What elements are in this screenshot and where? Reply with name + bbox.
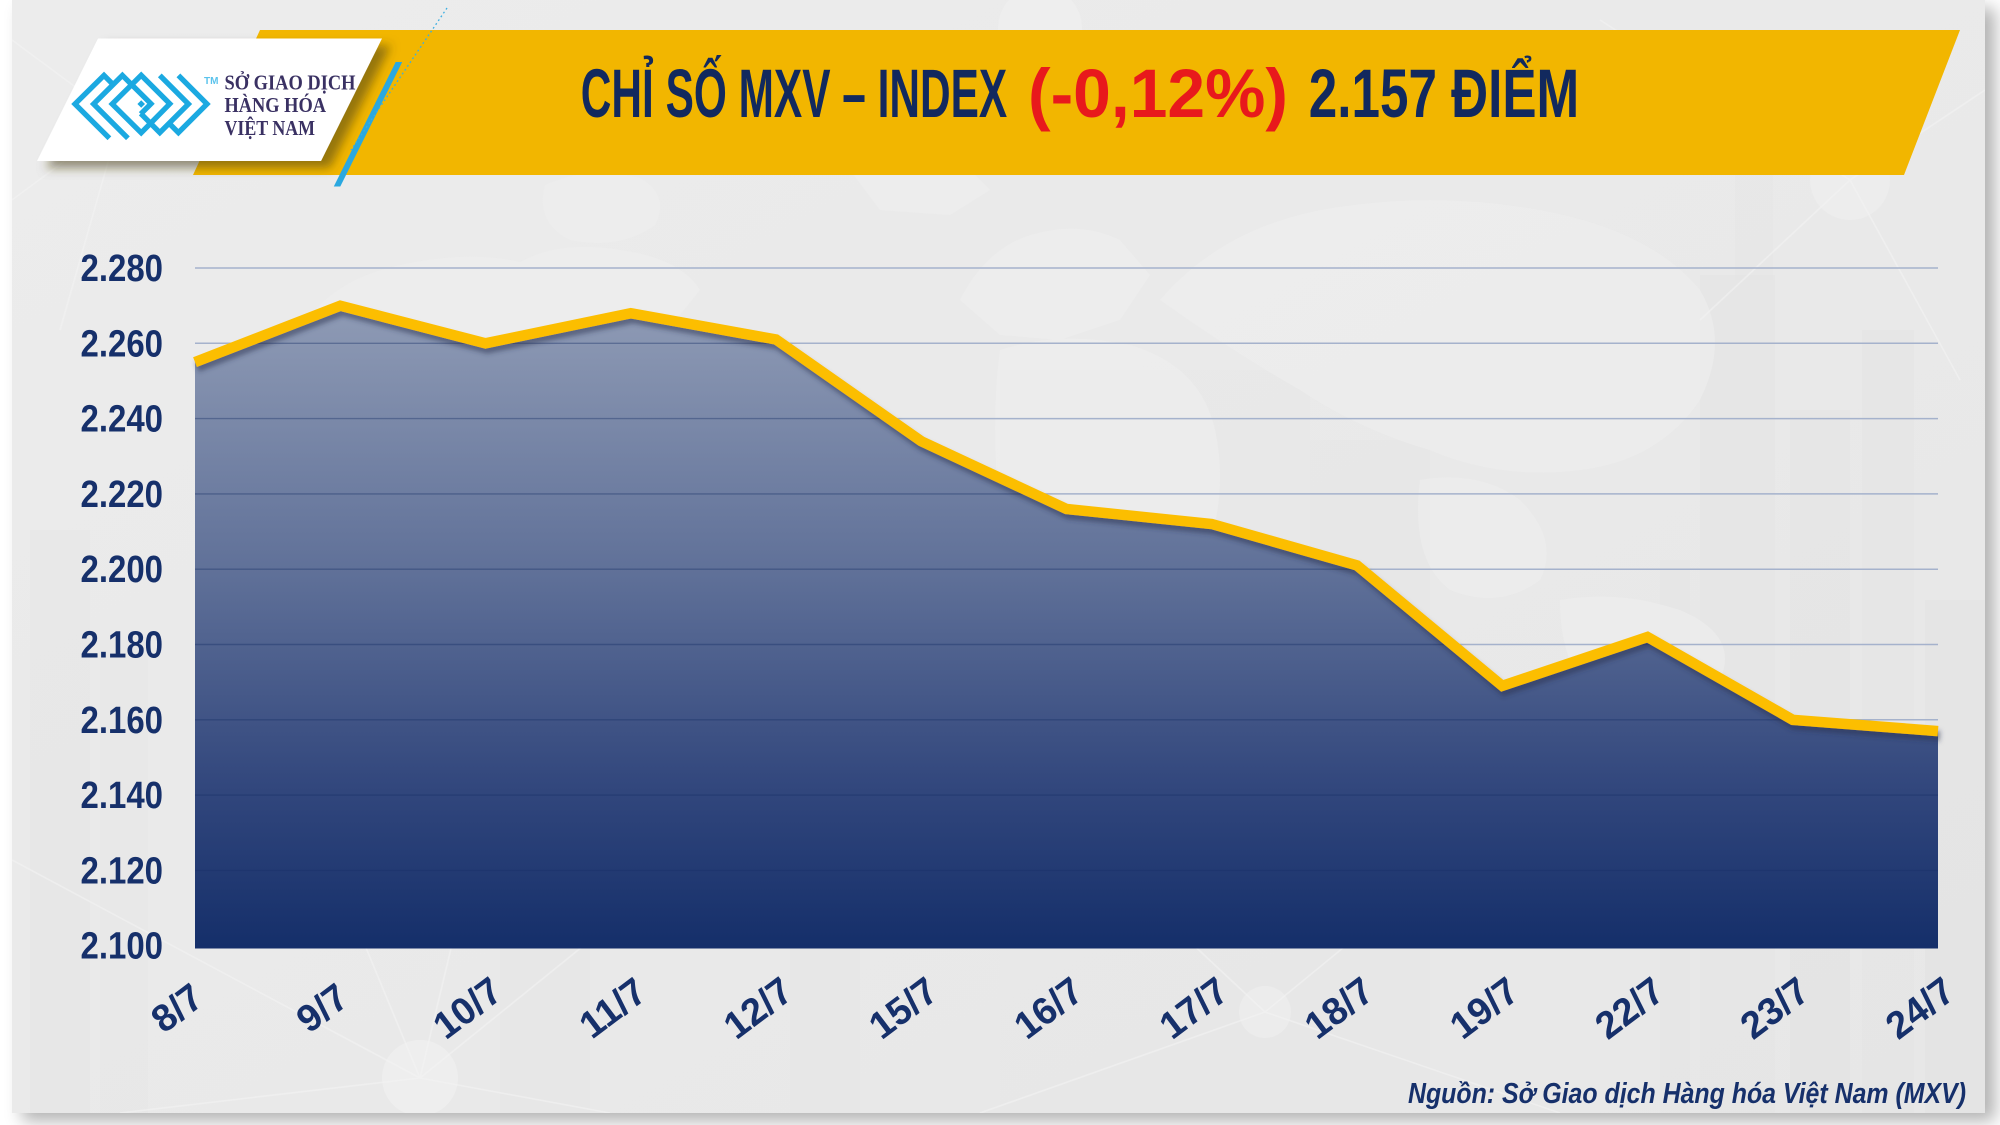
svg-text:2.180: 2.180 [81, 625, 164, 667]
svg-text:2.240: 2.240 [81, 399, 164, 441]
svg-text:CHỈ SỐ MXV – INDEX: CHỈ SỐ MXV – INDEX [581, 55, 1007, 132]
svg-text:SỞ GIAO DỊCH: SỞ GIAO DỊCH [225, 71, 356, 95]
svg-text:VIỆT NAM: VIỆT NAM [225, 116, 316, 140]
svg-text:2.100: 2.100 [81, 926, 164, 968]
svg-text:2.220: 2.220 [81, 474, 164, 516]
svg-text:2.200: 2.200 [81, 549, 164, 591]
svg-text:2.157 ĐIỂM: 2.157 ĐIỂM [1309, 55, 1579, 132]
svg-text:2.160: 2.160 [81, 700, 164, 742]
svg-text:TM: TM [204, 76, 218, 87]
svg-text:2.280: 2.280 [81, 248, 164, 290]
svg-text:(-0,12%): (-0,12%) [1028, 55, 1288, 132]
svg-text:2.140: 2.140 [81, 775, 164, 817]
svg-text:Nguồn: Sở Giao dịch Hàng hóa V: Nguồn: Sở Giao dịch Hàng hóa Việt Nam (M… [1408, 1078, 1966, 1110]
svg-text:2.120: 2.120 [81, 850, 164, 892]
svg-text:2.260: 2.260 [81, 323, 164, 365]
svg-text:HÀNG HÓA: HÀNG HÓA [225, 93, 327, 117]
